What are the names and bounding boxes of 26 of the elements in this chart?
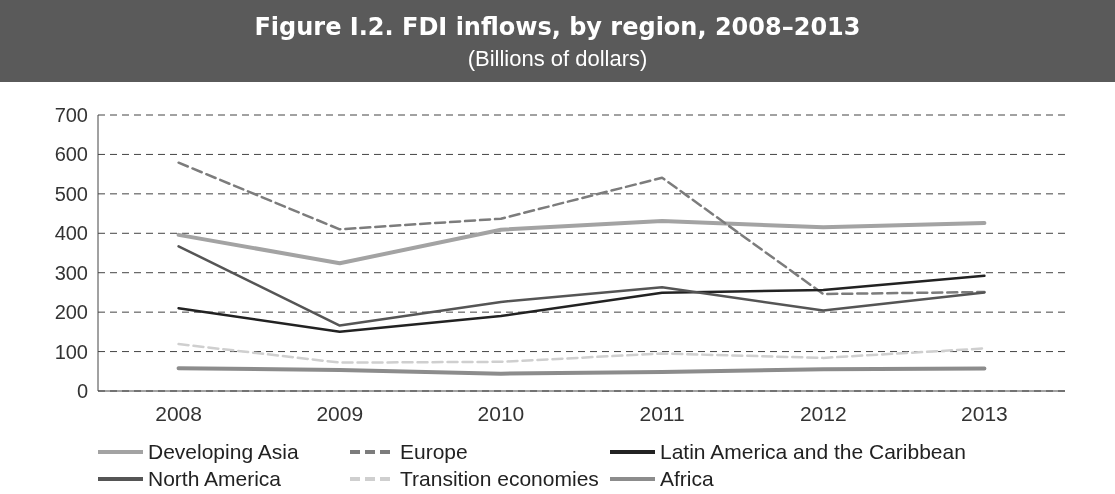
- line-series: [176, 219, 987, 266]
- x-tick-label: 2013: [961, 402, 1008, 425]
- line-series: [177, 274, 986, 334]
- y-tick-label: 0: [76, 380, 88, 402]
- legend-label: Developing Asia: [148, 440, 299, 464]
- y-tick-label: 500: [54, 182, 88, 205]
- x-tick-label: 2009: [316, 402, 364, 425]
- y-tick-label: 300: [54, 261, 88, 284]
- legend-label: Africa: [660, 467, 714, 491]
- chart-title: Figure I.2. FDI inflows, by region, 2008–2013: [254, 13, 861, 41]
- legend-label: Europe: [400, 440, 468, 464]
- y-tick-label: 700: [54, 104, 88, 126]
- legend-label: Transition economies: [400, 467, 599, 491]
- y-tick-label: 200: [54, 301, 88, 324]
- x-tick-label: 2008: [155, 402, 202, 425]
- chart-subtitle: (Billions of dollars): [467, 46, 648, 71]
- x-tick-label: 2012: [799, 402, 847, 425]
- legend-label: Latin America and the Caribbean: [660, 440, 966, 464]
- line-series: [177, 245, 986, 327]
- x-tick-label: 2011: [639, 402, 685, 425]
- legend-label: North America: [148, 467, 282, 491]
- y-tick-label: 100: [54, 340, 88, 363]
- line-series: [177, 342, 986, 364]
- x-tick-label: 2010: [477, 402, 525, 425]
- y-tick-label: 600: [54, 143, 88, 166]
- y-tick-label: 400: [54, 222, 88, 245]
